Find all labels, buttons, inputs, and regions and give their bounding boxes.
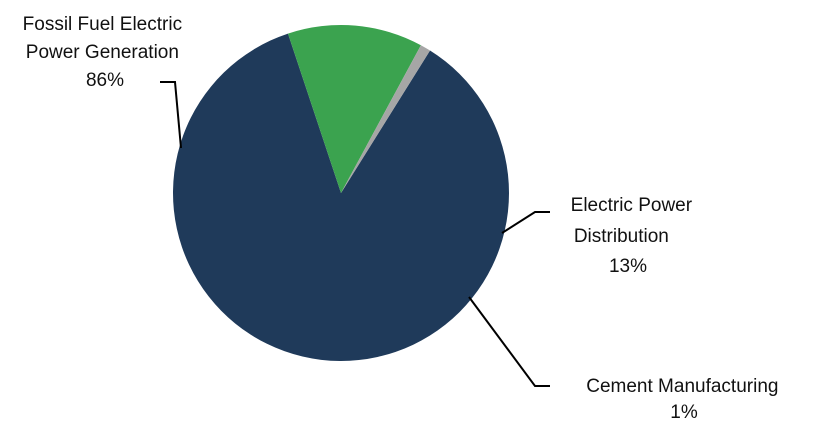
slice-label-fossil-fuel: Fossil Fuel Electric Power Generation 86…	[23, 14, 188, 91]
slice-label-cement: Cement Manufacturing 1%	[586, 376, 784, 421]
leader-line-cement	[468, 296, 550, 387]
slice-label-electric-distribution: Electric Power Distribution 13%	[571, 195, 698, 277]
slice-percent-fossil-fuel: 86%	[86, 70, 124, 91]
slice-percent-electric-distribution: 13%	[609, 256, 647, 277]
slice-label-electric-distribution-line-2: Distribution	[574, 226, 669, 247]
pie-slices	[173, 25, 510, 362]
slice-label-fossil-fuel-line-1: Fossil Fuel Electric	[23, 14, 182, 35]
pie-slice-fossil-fuel	[173, 33, 510, 362]
leader-line-fossil-fuel	[160, 81, 182, 149]
pie-slice-electric-distribution	[287, 25, 421, 194]
leader-line-electric-distribution	[501, 211, 550, 234]
slice-label-electric-distribution-line-1: Electric Power	[571, 195, 693, 216]
slice-label-cement-line-1: Cement Manufacturing	[586, 376, 778, 397]
slice-percent-cement: 1%	[670, 402, 698, 421]
slice-label-fossil-fuel-line-2: Power Generation	[26, 42, 179, 63]
pie-slice-cement	[341, 45, 431, 193]
